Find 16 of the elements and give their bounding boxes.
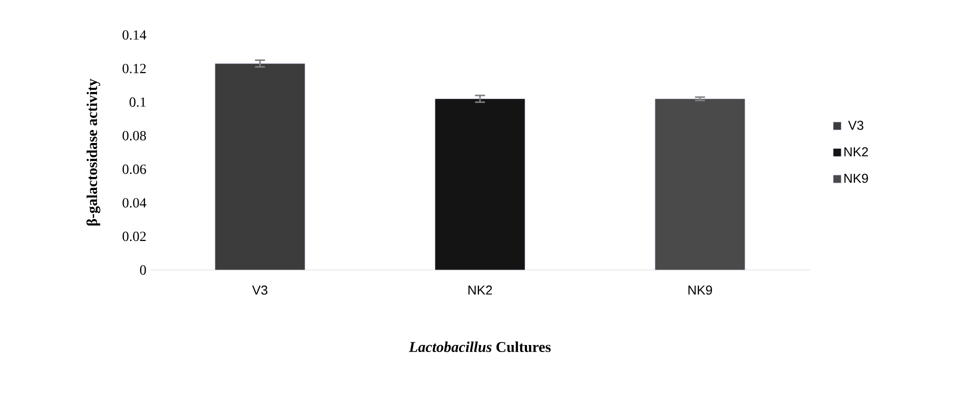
x-tick-label: NK9	[688, 286, 712, 295]
legend-label: NK9	[844, 174, 868, 183]
y-axis-title: β-galactosidase activity	[86, 78, 100, 226]
y-tick-label: 0.12	[122, 64, 146, 74]
y-tick-label: 0.04	[122, 198, 146, 208]
y-tick-label: 0.06	[122, 164, 146, 174]
legend-label: NK2	[844, 147, 868, 156]
y-tick-label: 0.02	[122, 232, 146, 242]
y-tick-label: 0.14	[122, 30, 146, 40]
y-tick-label: 0	[140, 265, 146, 275]
legend-label: V3	[848, 120, 864, 130]
y-tick-label: 0.1	[130, 97, 146, 107]
x-axis-title: Lactobacillus Cultures	[408, 342, 551, 352]
y-tick-label: 0.08	[122, 130, 146, 140]
x-tick-label: V3	[252, 286, 268, 295]
x-tick-label: NK2	[468, 286, 492, 295]
